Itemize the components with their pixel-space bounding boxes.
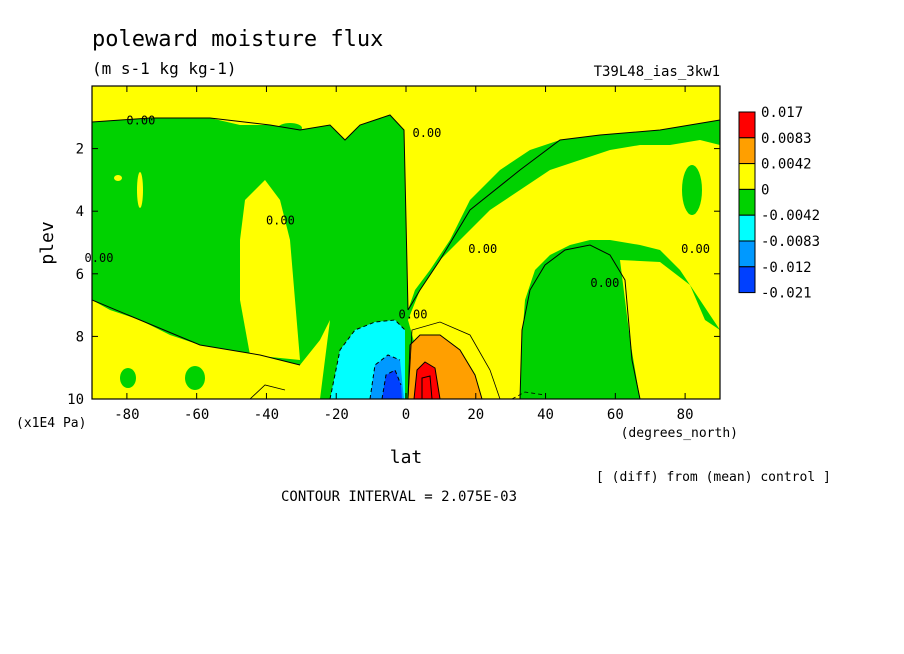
y-tick-label: 2 — [76, 142, 84, 158]
contour-interval: CONTOUR INTERVAL = 2.075E-03 — [281, 489, 517, 505]
region-sh-positive — [92, 300, 330, 399]
legend-label: 0 — [761, 182, 769, 198]
legend-swatch — [738, 137, 756, 165]
contour-label: 0.00 — [126, 113, 155, 127]
legend-label: -0.0083 — [761, 234, 820, 250]
x-tick-label: 20 — [467, 407, 484, 423]
contour-label: 0.00 — [266, 214, 295, 228]
x-tick-label: 60 — [607, 407, 624, 423]
y-axis-units: (x1E4 Pa) — [16, 416, 86, 431]
region-positive-high — [414, 362, 440, 399]
contour-labels: 0.00 0.00 0.00 0.00 0.00 0.00 0.00 0.00 — [85, 113, 711, 321]
contour-lines — [92, 114, 720, 399]
island — [120, 368, 136, 388]
x-axis-units: (degrees_north) — [621, 426, 738, 441]
y-axis-label: plev — [37, 221, 58, 264]
contour-label: 0.00 — [590, 276, 619, 290]
legend-swatch — [738, 266, 756, 294]
experiment-label: T39L48_ias_3kw1 — [594, 64, 720, 80]
contour-label: 0.00 — [85, 251, 114, 265]
diff-note: [ (diff) from (mean) control ] — [596, 470, 831, 485]
y-tick-label: 8 — [76, 329, 84, 345]
legend-swatch — [738, 214, 756, 242]
island — [114, 175, 122, 181]
legend-swatch — [738, 188, 756, 216]
y-tick-label: 10 — [67, 392, 84, 408]
island — [682, 165, 702, 215]
plot-area: 0.000.000.000.000.000.000.000.00 -80 -60-… — [67, 85, 721, 423]
legend-label: -0.021 — [761, 286, 812, 302]
chart-title: poleward moisture flux — [92, 27, 383, 52]
x-tick-label: -80 — [114, 407, 139, 423]
legend-swatch — [738, 240, 756, 268]
chart-subtitle: (m s-1 kg kg-1) — [92, 59, 237, 78]
legend-label: 0.017 — [761, 105, 803, 121]
island — [683, 372, 693, 380]
region-nh-negative — [520, 245, 640, 399]
y-tick-label: 4 — [76, 204, 84, 220]
legend-swatch — [738, 163, 756, 190]
region-negative-max — [382, 370, 402, 399]
x-tick-label: -40 — [254, 407, 279, 423]
legend: 0.017 0.0083 0.0042 0 -0.0042 -0.0083 -0.012 -0… — [738, 105, 820, 302]
x-tick-label: 80 — [677, 407, 694, 423]
region-sh-tongue — [240, 180, 300, 360]
x-axis-label: lat — [390, 447, 423, 468]
contour-label: 0.00 — [399, 307, 428, 321]
legend-label: -0.0042 — [761, 208, 820, 224]
x-tick-label: -60 — [184, 407, 209, 423]
island — [137, 172, 143, 208]
legend-label: -0.012 — [761, 260, 812, 276]
contour-label: 0.00 — [412, 126, 441, 140]
island — [185, 366, 205, 390]
x-tick-label: -20 — [324, 407, 349, 423]
legend-label: 0.0083 — [761, 131, 812, 147]
legend-label: 0.0042 — [761, 157, 812, 173]
legend-swatch — [738, 111, 756, 139]
contour-label: 0.00 — [681, 242, 710, 256]
y-tick-label: 6 — [76, 267, 84, 283]
y-axis: 2 4 6 8 10 — [67, 142, 720, 408]
contour-label: 0.00 — [468, 242, 497, 256]
region-nh-positive — [408, 140, 720, 399]
x-tick-label: 40 — [537, 407, 554, 423]
contour-fill — [92, 86, 720, 399]
x-tick-label: 0 — [402, 407, 410, 423]
region-nh-positive-2 — [620, 260, 720, 399]
x-axis: -80 -60 -40 -20 0 20 40 60 80 — [114, 86, 694, 423]
